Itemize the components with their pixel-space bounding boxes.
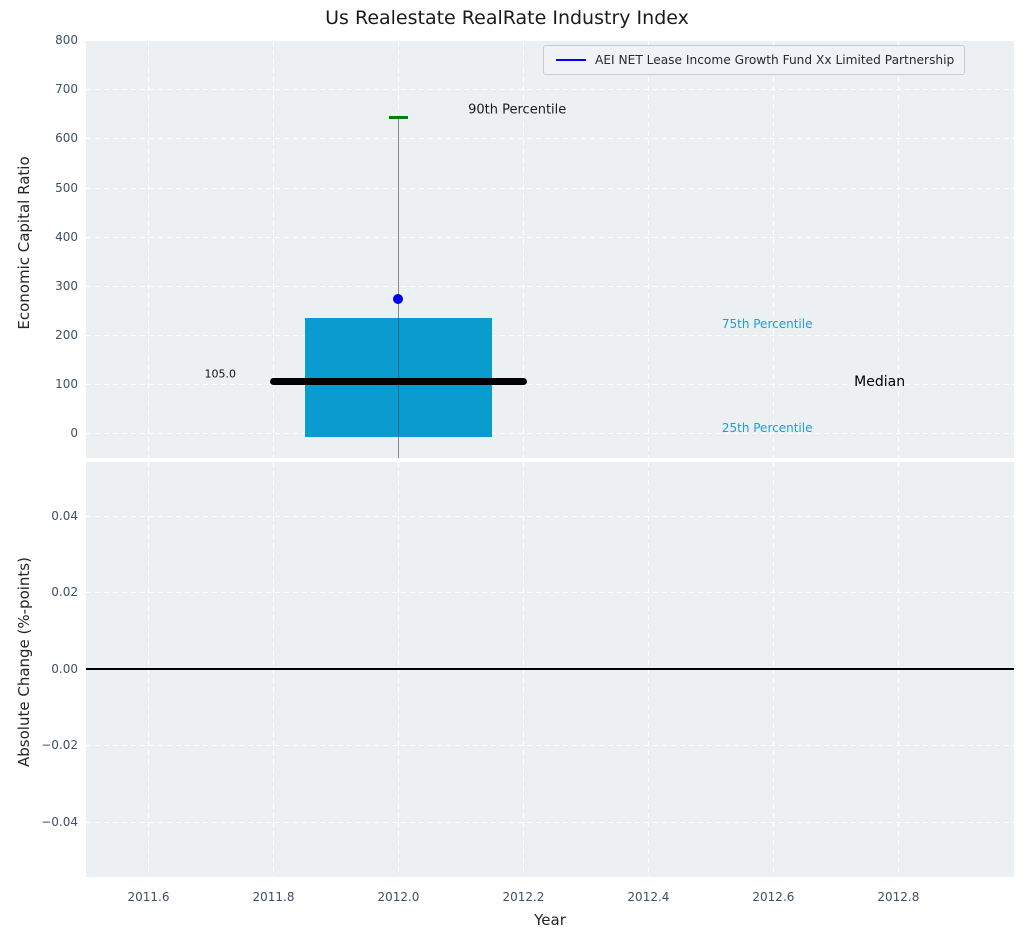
y-tick-label: 700 [55,82,78,97]
gridline [86,285,1014,287]
gridline [648,41,650,458]
annotation-105-0: 105.0 [204,367,236,381]
y-tick-label: 200 [55,328,78,343]
top-plot-area [86,41,1014,458]
whisker-line [397,117,400,458]
legend-label: AEI NET Lease Income Growth Fund Xx Limi… [595,53,955,67]
y-tick-label: 100 [55,377,78,392]
y-tick-label: 0.02 [51,585,78,600]
y-tick-label: 500 [55,180,78,195]
zero-line [86,667,1014,670]
y-tick-label: 0.04 [51,508,78,523]
y-tick-label: −0.04 [41,814,78,829]
gridline [86,236,1014,238]
x-tick-label: 2011.6 [127,890,170,904]
x-tick-label: 2012.0 [377,890,420,904]
y-tick-label: 0.00 [51,661,78,676]
y-tick-label: 800 [55,33,78,48]
x-tick-label: 2011.8 [252,890,295,904]
y-tick-label: 400 [55,229,78,244]
y-tick-label: 600 [55,131,78,146]
gridline [86,821,1014,823]
gridline [86,138,1014,140]
gridline [273,41,275,458]
annotation-25th-percentile: 25th Percentile [721,421,813,436]
legend-line-swatch [556,58,586,62]
gridline [86,384,1014,386]
gridline [86,335,1014,337]
annotation-median: Median [854,373,906,390]
y-tick-label: 300 [55,278,78,293]
gridline [523,41,525,458]
gridline [86,515,1014,517]
annotation-75th-percentile: 75th Percentile [721,316,813,331]
gridline [148,41,150,458]
chart-title: Us Realestate RealRate Industry Index [325,7,689,29]
gridline [86,433,1014,435]
gridline [86,745,1014,747]
bottom-plot-area [86,462,1014,877]
y-tick-label: 0 [70,426,78,441]
annotation-90th-percentile: 90th Percentile [468,102,567,118]
x-tick-label: 2012.4 [627,890,670,904]
median-line [269,378,527,386]
x-tick-label: 2012.8 [877,890,920,904]
gridline [86,89,1014,91]
gridline [773,41,775,458]
gridline [898,41,900,458]
x-axis-label: Year [534,911,566,929]
gridline [86,187,1014,189]
p90-cap [389,116,408,119]
x-tick-label: 2012.2 [502,890,545,904]
legend: AEI NET Lease Income Growth Fund Xx Limi… [543,45,966,75]
y-tick-label: −0.02 [41,738,78,753]
fund-value-dot [393,293,404,304]
x-tick-label: 2012.6 [752,890,795,904]
whisker-line-inner [397,317,400,437]
gridline [86,592,1014,594]
